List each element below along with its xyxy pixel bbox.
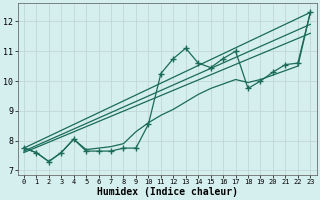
X-axis label: Humidex (Indice chaleur): Humidex (Indice chaleur) (97, 186, 237, 197)
